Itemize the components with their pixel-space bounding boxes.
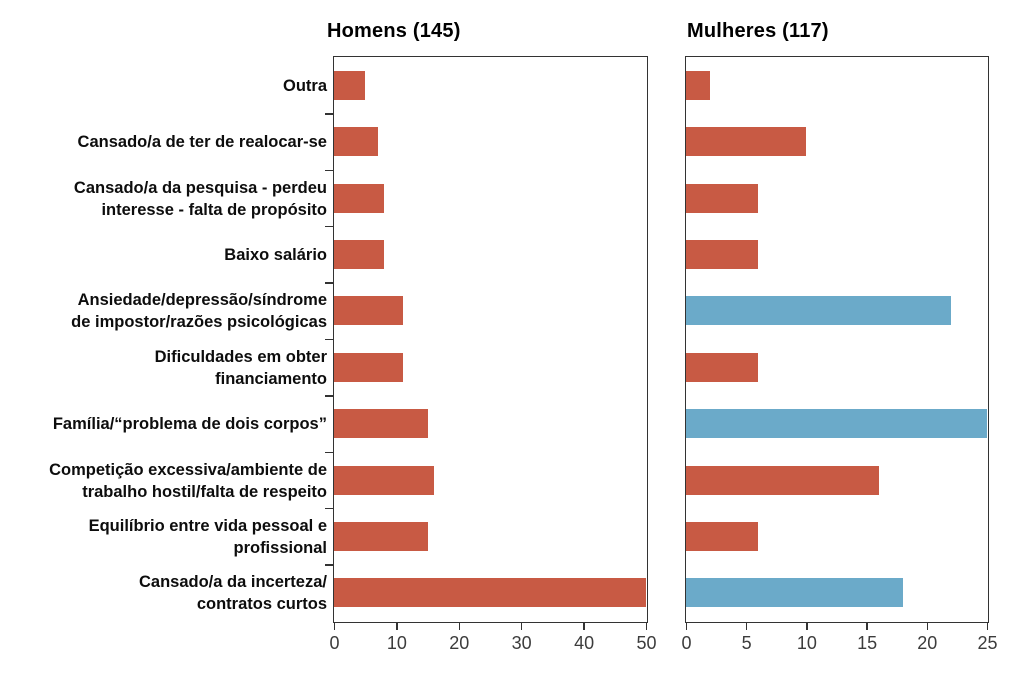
x-axis-tick <box>645 623 648 630</box>
x-axis-tick-label: 0 <box>681 633 692 653</box>
category-label: Baixo salário <box>0 244 327 266</box>
y-axis-boundary-tick <box>325 451 333 454</box>
category-label-line: Cansado/a de ter de realocar-se <box>77 133 327 152</box>
x-axis-tick <box>806 623 808 630</box>
bar <box>334 409 428 439</box>
y-axis-boundary-tick <box>325 113 333 115</box>
homens-plot-area <box>333 56 648 623</box>
category-label: Outra <box>0 75 327 97</box>
category-label: Equilíbrio entre vida pessoal e profissio… <box>0 515 327 559</box>
bar <box>334 578 646 608</box>
x-axis-tick <box>866 623 868 630</box>
bar <box>334 352 403 382</box>
x-axis-tick-label: 50 <box>636 633 657 653</box>
category-label: Competição excessiva/ambiente de trabalho… <box>0 459 327 503</box>
bar <box>686 578 903 608</box>
bar <box>334 183 384 213</box>
bar <box>334 70 365 100</box>
x-axis-tick <box>333 623 336 630</box>
category-label-line: interesse - falta de propósito <box>101 200 327 219</box>
y-axis-boundary-tick <box>325 169 333 172</box>
category-label-line: Cansado/a da pesquisa - perdeu <box>73 178 327 197</box>
category-label-line: Dificuldades em obter <box>154 347 327 366</box>
mulheres-plot-area <box>685 56 989 623</box>
category-label-line: Equilíbrio entre vida pessoal e <box>88 516 327 535</box>
x-axis-tick <box>458 623 461 630</box>
bar <box>686 239 758 269</box>
category-label: Dificuldades em obter financiamento <box>0 346 327 390</box>
y-axis-boundary-tick <box>325 338 333 341</box>
x-axis-tick <box>745 623 748 630</box>
x-axis-tick <box>685 623 688 630</box>
x-axis-tick-label: 10 <box>796 633 817 653</box>
category-label-line: Competição excessiva/ambiente de <box>49 460 327 479</box>
bar <box>686 465 879 495</box>
bar <box>334 239 384 269</box>
bar <box>334 296 403 326</box>
category-label-line: financiamento <box>215 369 327 388</box>
category-label-line: profissional <box>233 538 327 557</box>
x-axis-tick <box>583 623 585 630</box>
bar <box>686 409 987 439</box>
x-axis-tick-label: 20 <box>917 633 938 653</box>
bar <box>686 183 758 213</box>
y-axis-boundary-tick <box>325 395 333 397</box>
category-label-line: Cansado/a da incerteza/ <box>139 573 327 592</box>
category-label-line: contratos curtos <box>196 595 327 614</box>
x-axis-tick-label: 0 <box>329 633 340 653</box>
category-label: Ansiedade/depressão/síndrome de impostor/… <box>0 289 327 333</box>
bar <box>686 70 710 100</box>
y-axis-boundary-tick <box>325 564 333 566</box>
category-label-line: Ansiedade/depressão/síndrome <box>77 291 327 310</box>
x-axis-tick-label: 15 <box>857 633 878 653</box>
y-axis-boundary-tick <box>325 225 333 228</box>
category-label: Família/“problema de dois corpos” <box>0 413 327 435</box>
category-label-line: Outra <box>282 76 327 95</box>
bar <box>686 127 806 157</box>
x-axis-tick-label: 10 <box>386 633 407 653</box>
category-label-line: Família/“problema de dois corpos” <box>52 415 327 434</box>
category-label: Cansado/a de ter de realocar-se <box>0 131 327 153</box>
bar <box>686 521 758 551</box>
x-axis-tick <box>520 623 523 630</box>
bar <box>686 352 758 382</box>
y-axis-boundary-tick <box>325 282 333 284</box>
category-label-line: Baixo salário <box>224 245 327 264</box>
category-label-line: trabalho hostil/falta de respeito <box>82 482 327 501</box>
panel-title-mulheres: Mulheres (117) <box>687 20 829 42</box>
category-labels-column: Outra Cansado/a de ter de realocar-se Cans… <box>0 0 327 678</box>
category-label: Cansado/a da incerteza/contratos curtos <box>0 571 327 615</box>
x-axis-tick <box>926 623 929 630</box>
category-label: Cansado/a da pesquisa - perdeu interesse … <box>0 177 327 221</box>
bar <box>686 296 951 326</box>
x-axis-tick-label: 30 <box>511 633 532 653</box>
bar <box>334 465 434 495</box>
x-axis-tick-label: 40 <box>574 633 595 653</box>
x-axis-tick <box>986 623 989 630</box>
x-axis-tick-label: 20 <box>449 633 470 653</box>
x-axis-tick-label: 25 <box>977 633 998 653</box>
bar <box>334 521 428 551</box>
y-axis-boundary-tick <box>325 507 333 510</box>
x-axis-tick-label: 5 <box>741 633 752 653</box>
x-axis-tick <box>396 623 398 630</box>
bar <box>334 127 378 157</box>
panel-title-homens: Homens (145) <box>327 20 461 42</box>
category-label-line: de impostor/razões psicológicas <box>71 313 327 332</box>
